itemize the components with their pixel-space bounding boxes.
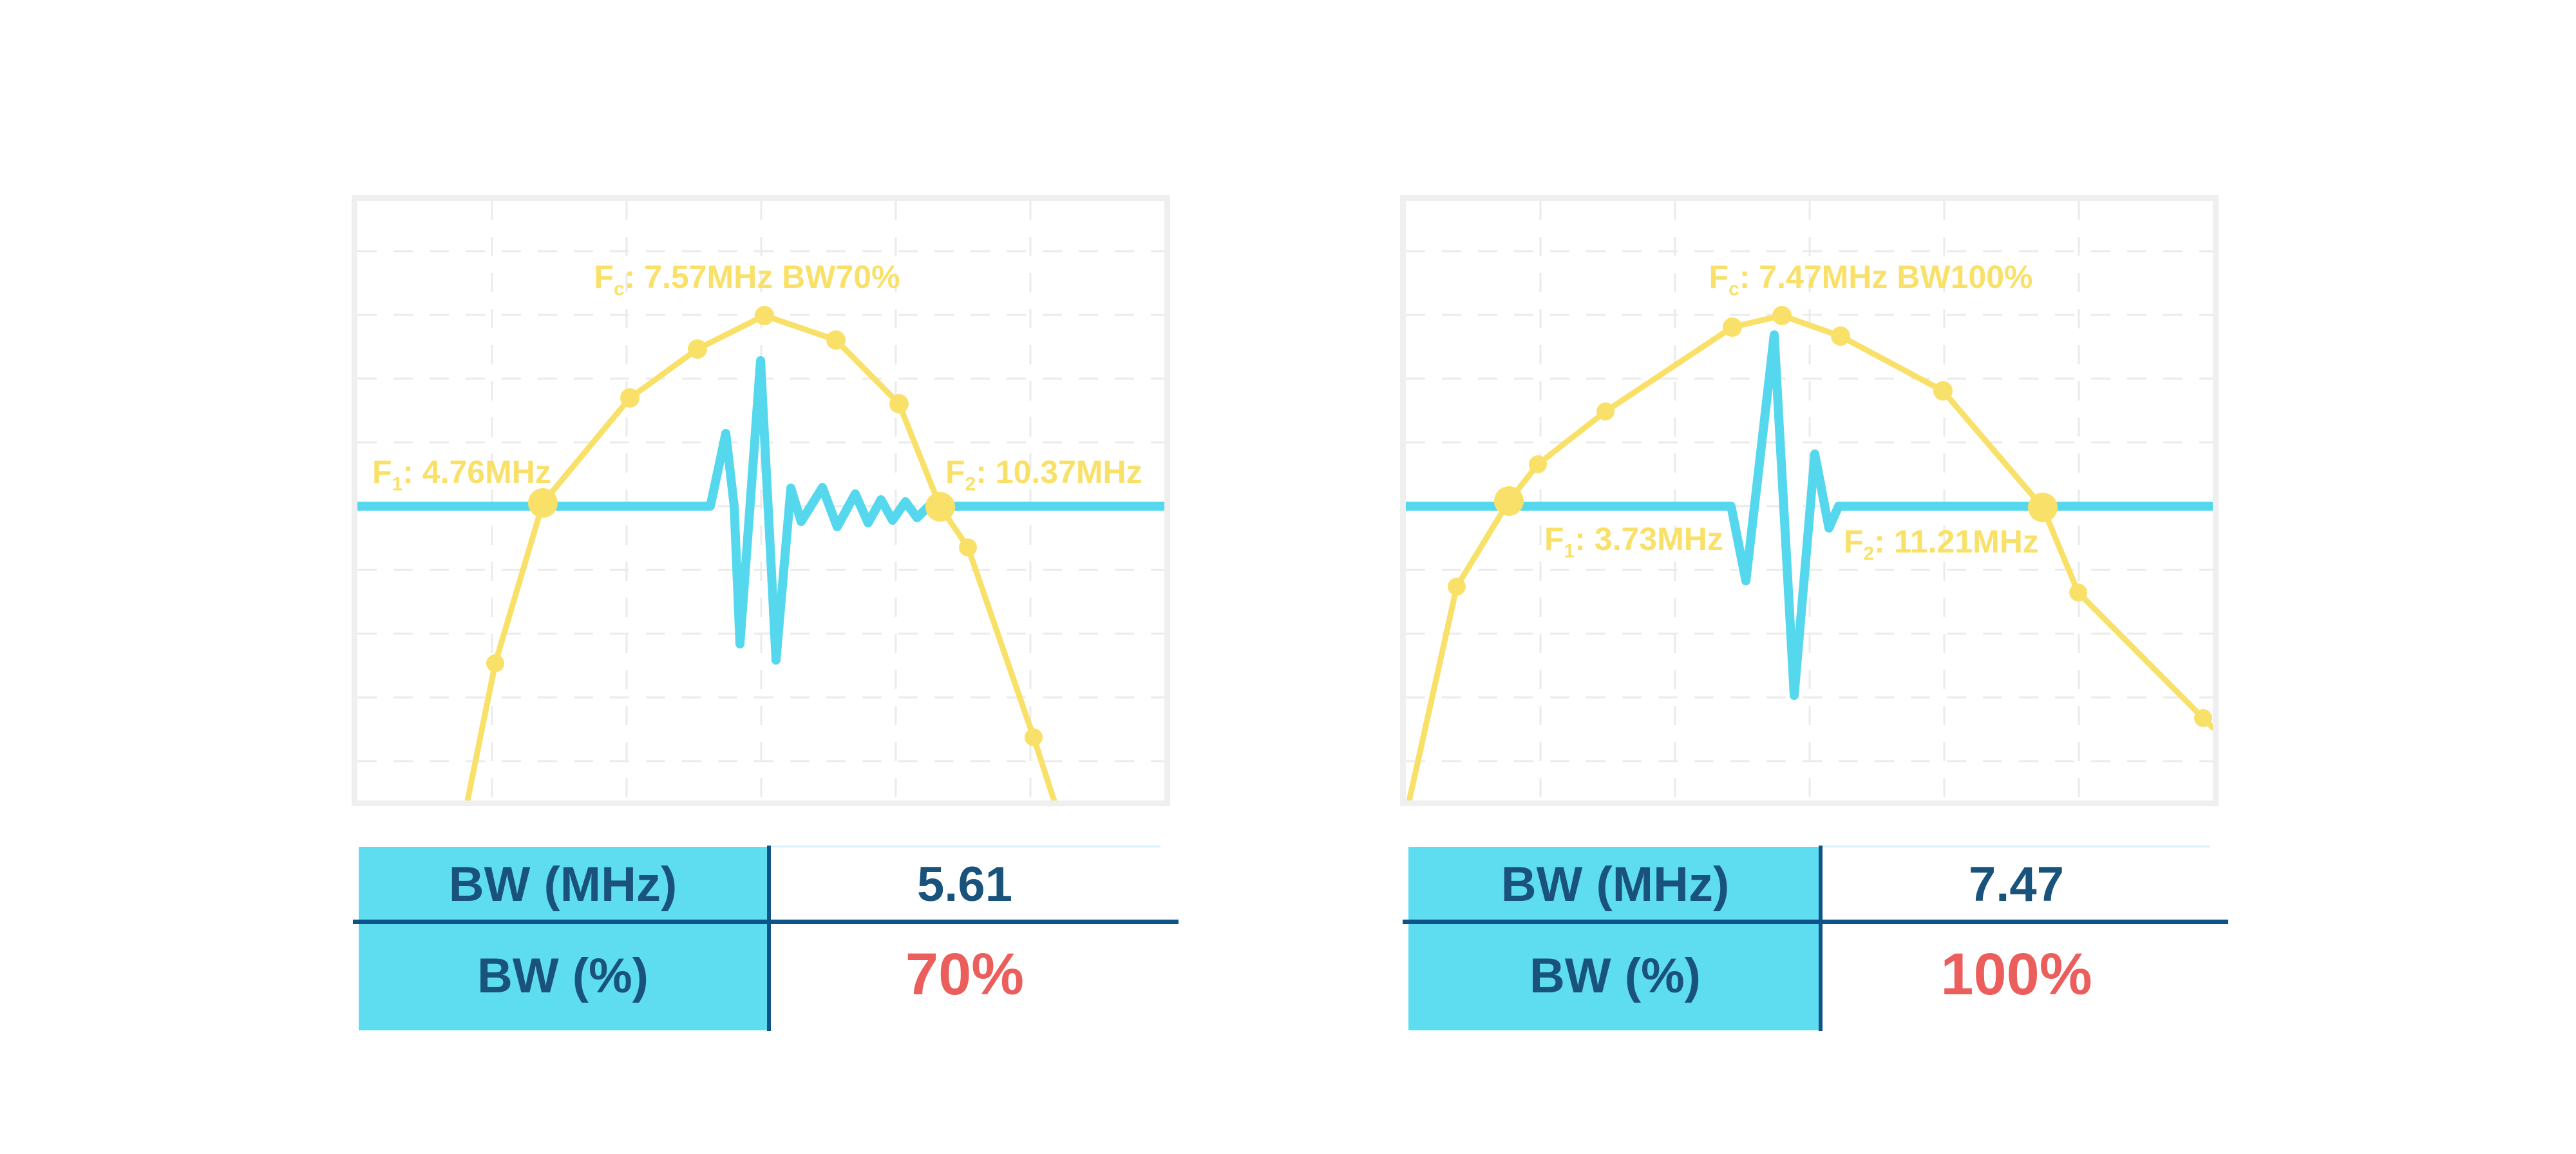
- left-fc-annotation: Fc: 7.57MHz BW70%: [594, 261, 900, 299]
- fc-symbol: F: [594, 259, 614, 295]
- f2-subscript: 2: [965, 473, 976, 495]
- bw-pct-value: 100%: [1940, 941, 2092, 1007]
- f2-value: : 10.37MHz: [976, 454, 1142, 490]
- f2-symbol: F: [1844, 524, 1864, 560]
- left-f2-annotation: F2: 10.37MHz: [945, 456, 1142, 494]
- f2-symbol: F: [945, 454, 965, 490]
- left-f1-annotation: F1: 4.76MHz: [372, 456, 551, 494]
- f1-value: : 4.76MHz: [402, 454, 551, 490]
- table-column-divider: [1819, 846, 1823, 1031]
- table-top-border: [769, 846, 1160, 847]
- fc-value: : 7.57MHz BW70%: [624, 259, 900, 295]
- table-header-column: [359, 847, 767, 1030]
- f1-symbol: F: [372, 454, 392, 490]
- fc-subscript: c: [613, 278, 625, 300]
- table-row-divider: [1403, 920, 2228, 924]
- table-column-divider: [767, 846, 771, 1031]
- fc-symbol: F: [1709, 259, 1729, 295]
- f2-value: : 11.21MHz: [1874, 524, 2039, 560]
- right-f1-annotation: F1: 3.73MHz: [1544, 523, 1723, 561]
- bw-mhz-value: 7.47: [1969, 857, 2064, 912]
- left-chart-panel: Fc: 7.57MHz BW70% F1: 4.76MHz F2: 10.37M…: [352, 195, 1170, 806]
- left-bw-table: BW (MHz) 5.61 BW (%) 70%: [353, 846, 1184, 1032]
- bw-pct-value: 70%: [905, 941, 1025, 1007]
- fc-subscript: c: [1728, 278, 1739, 300]
- bw-mhz-value: 5.61: [917, 857, 1012, 912]
- bw-mhz-label: BW (MHz): [1501, 857, 1730, 912]
- right-chart-panel: Fc: 7.47MHz BW100% F1: 3.73MHz F2: 11.21…: [1400, 195, 2219, 806]
- right-fc-annotation: Fc: 7.47MHz BW100%: [1709, 261, 2033, 299]
- f1-subscript: 1: [1564, 540, 1575, 562]
- f1-symbol: F: [1544, 521, 1564, 557]
- left-chart-plot: [357, 201, 1164, 800]
- table-top-border: [1823, 846, 2210, 847]
- f1-subscript: 1: [392, 473, 403, 495]
- fc-value: : 7.47MHz BW100%: [1739, 259, 2033, 295]
- right-f2-annotation: F2: 11.21MHz: [1844, 525, 2039, 563]
- table-header-column: [1408, 847, 1819, 1030]
- f2-subscript: 2: [1863, 543, 1875, 565]
- right-chart-plot: [1406, 201, 2213, 800]
- f1-value: : 3.73MHz: [1575, 521, 1723, 557]
- bw-pct-label: BW (%): [477, 949, 649, 1003]
- table-row-divider: [353, 920, 1179, 924]
- bw-pct-label: BW (%): [1530, 949, 1701, 1003]
- bw-mhz-label: BW (MHz): [448, 857, 677, 912]
- right-bw-table: BW (MHz) 7.47 BW (%) 100%: [1403, 846, 2233, 1032]
